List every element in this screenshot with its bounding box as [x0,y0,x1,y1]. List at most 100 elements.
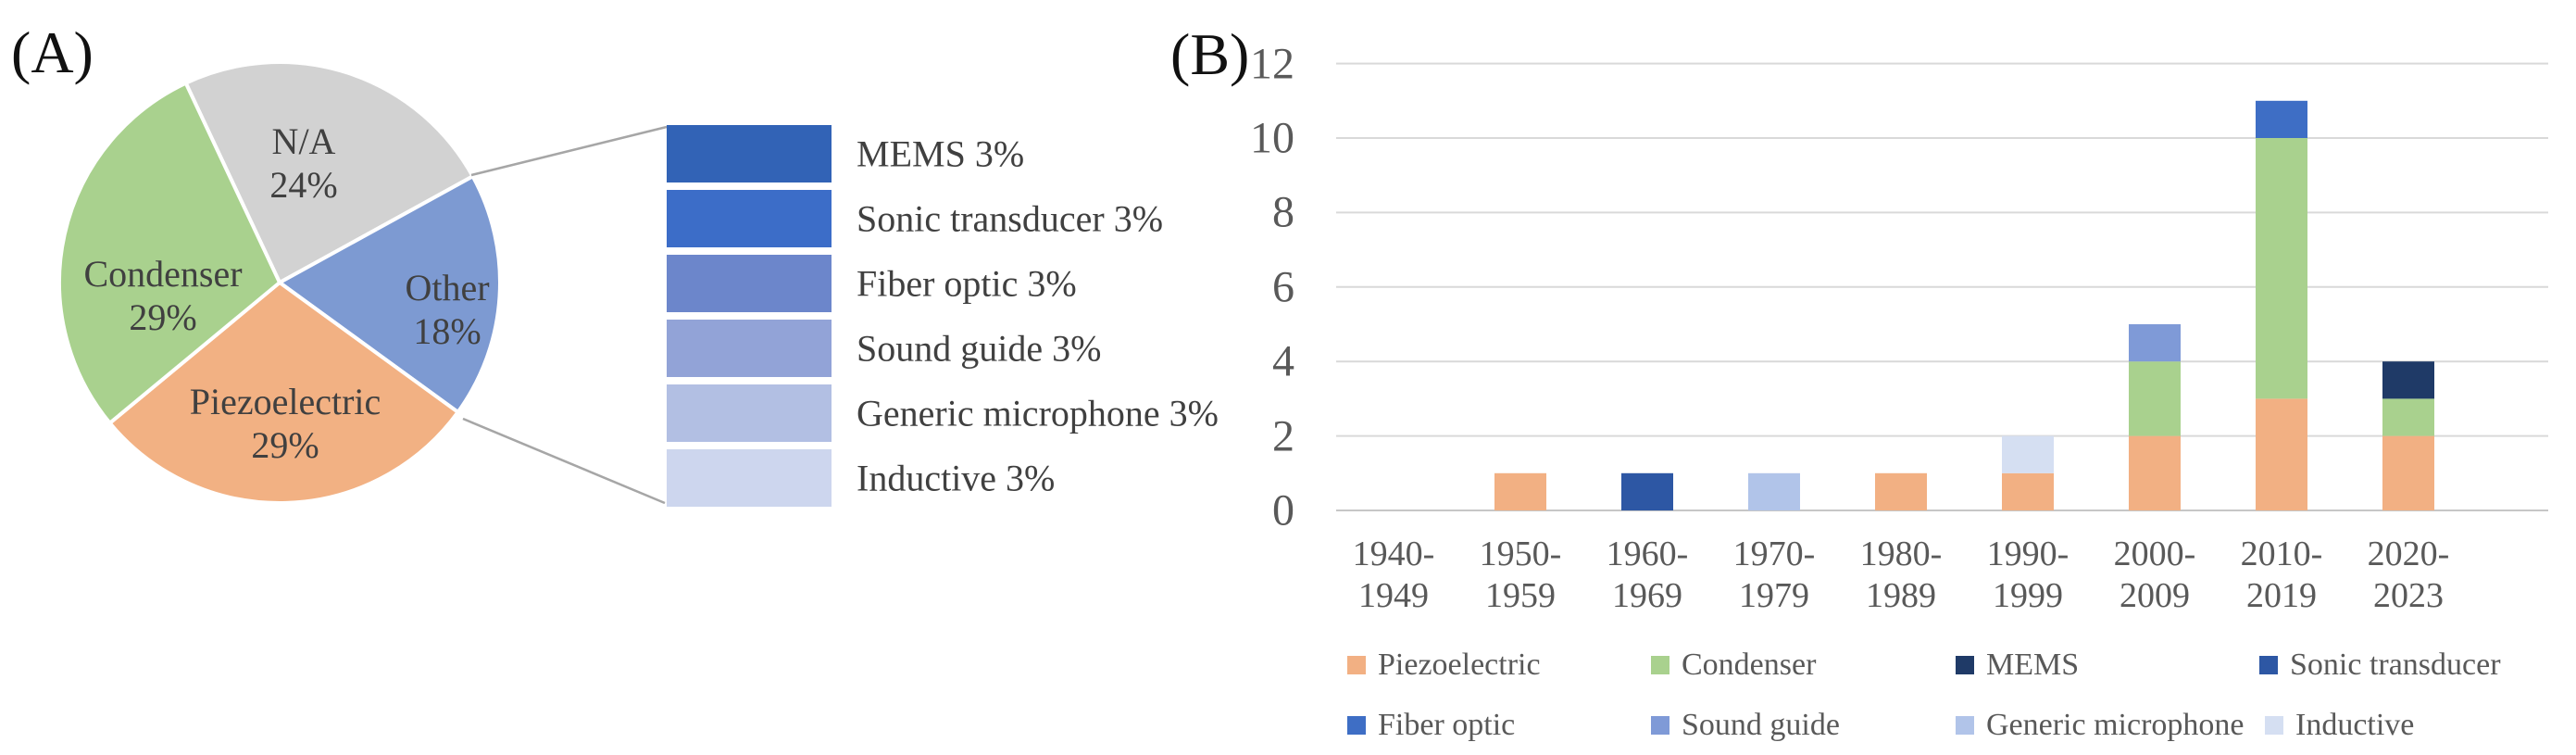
breakout-bar-sonic-transducer [667,190,832,247]
y-tick-8: 8 [1272,187,1294,237]
legend-item-sonic-transducer: Sonic transducer [2259,647,2501,684]
x-category-1980-1989: 1980- 1989 [1860,534,1943,617]
x-category-2000-2009: 2000- 2009 [2114,534,2196,617]
x-category-line2: 2023 [2373,576,2444,615]
x-category-line1: 2010- [2240,535,2323,573]
legend-label: Condenser [1682,648,1817,682]
bar-segment-2010-2019-condenser [2256,138,2307,399]
breakout-label-sonic-transducer: Sonic transducer 3% [857,197,1164,240]
x-category-line2: 1959 [1485,576,1556,615]
x-category-line1: 2020- [2367,535,2450,573]
legend-label: Generic microphone [1986,708,2245,742]
bar-segment-2010-2019-piezoelectric [2256,398,2307,510]
legend-item-inductive: Inductive [2265,707,2414,744]
legend-swatch-mems [1956,656,1974,674]
bar-segment-2000-2009-sound-guide [2129,324,2181,362]
legend-item-piezoelectric: Piezoelectric [1347,647,1541,684]
x-category-1940-1949: 1940- 1949 [1353,534,1435,617]
legend-swatch-piezoelectric [1347,656,1366,674]
pie-slice-pct: 18% [413,310,481,352]
x-category-line2: 1999 [1993,576,2063,615]
x-category-line2: 1989 [1866,576,1936,615]
legend-item-mems: MEMS [1956,647,2079,684]
pie-slice-label-condenser: Condenser 29% [83,252,242,339]
pie-slice-other [278,174,502,414]
legend-label: Piezoelectric [1378,648,1541,682]
pie-slice-label-piezoelectric: Piezoelectric 29% [190,380,381,467]
pie-slice-pct: 29% [129,296,197,338]
legend-label: Fiber optic [1378,708,1516,742]
bar-segment-1960-1969-sonic-transducer [1621,472,1673,510]
x-category-line2: 1979 [1739,576,1809,615]
y-tick-10: 10 [1250,113,1294,163]
bar-segment-1980-1989-piezoelectric [1875,472,1927,510]
x-category-line2: 2019 [2246,576,2317,615]
breakout-bar-generic-microphone [667,384,832,442]
x-category-line2: 1969 [1612,576,1682,615]
bar-segment-1990-1999-piezoelectric [2002,472,2054,510]
pie-slice-pct: 24% [269,164,338,206]
breakout-leader-line-top [470,125,668,177]
x-category-line1: 1940- [1352,535,1435,573]
breakout-label-mems: MEMS 3% [857,132,1025,175]
x-category-1990-1999: 1990- 1999 [1987,534,2070,617]
breakout-bar-sound-guide [667,320,832,377]
pie-slice-label-na: N/A 24% [269,120,337,207]
bar-segment-2020-2023-condenser [2382,398,2434,436]
bar-segment-2000-2009-piezoelectric [2129,435,2181,510]
pie-slice-name: Condenser [83,253,243,295]
legend-swatch-generic-microphone [1956,716,1974,735]
pie-slice-pct: 29% [251,424,319,466]
x-category-line1: 1950- [1479,535,1562,573]
x-category-2020-2023: 2020- 2023 [2368,534,2450,617]
breakout-bar-fiber-optic [667,255,832,312]
legend-label: Sound guide [1682,708,1840,742]
legend-label: Inductive [2295,708,2415,742]
bar-segment-1990-1999-inductive [2002,435,2054,473]
bar-segment-1950-1959-piezoelectric [1494,472,1546,510]
legend-item-sound-guide: Sound guide [1651,707,1840,744]
x-category-line1: 1970- [1732,535,1816,573]
breakout-label-inductive: Inductive 3% [857,457,1056,499]
breakout-leader-line-bottom [462,417,666,505]
breakout-bar-mems [667,125,832,182]
y-tick-6: 6 [1272,262,1294,312]
pie-slice-condenser [57,81,281,425]
x-category-line2: 1949 [1358,576,1429,615]
bar-segment-2020-2023-piezoelectric [2382,435,2434,510]
x-category-2010-2019: 2010- 2019 [2241,534,2323,617]
pie-slice-name: Other [405,267,490,308]
x-category-1960-1969: 1960- 1969 [1607,534,1689,617]
legend-label: Sonic transducer [2290,648,2501,682]
panel-b-label: (B) [1170,21,1250,87]
x-category-line1: 2000- [2113,535,2196,573]
legend-item-generic-microphone: Generic microphone [1956,707,2245,744]
pie-slice-label-other: Other 18% [405,266,489,353]
pie-slice-name: N/A [271,120,336,162]
x-category-line1: 1980- [1859,535,1943,573]
y-tick-0: 0 [1272,485,1294,535]
pie-slice-n-a [183,60,475,284]
bar-segment-2010-2019-fiber-optic [2256,100,2307,138]
breakout-label-sound-guide: Sound guide 3% [857,327,1102,370]
x-category-1970-1979: 1970- 1979 [1733,534,1816,617]
legend-swatch-condenser [1651,656,1669,674]
bar-segment-2020-2023-mems [2382,361,2434,399]
legend-item-condenser: Condenser [1651,647,1816,684]
y-tick-4: 4 [1272,336,1294,386]
legend-swatch-fiber-optic [1347,716,1366,735]
x-category-line2: 2009 [2120,576,2190,615]
x-category-line1: 1960- [1606,535,1689,573]
legend-swatch-sonic-transducer [2259,656,2278,674]
breakout-label-fiber-optic: Fiber optic 3% [857,262,1077,305]
legend-label: MEMS [1986,648,2080,682]
legend-item-fiber-optic: Fiber optic [1347,707,1515,744]
bar-segment-1970-1979-generic-microphone [1748,472,1800,510]
pie-slice-name: Piezoelectric [189,381,381,422]
breakout-bar-inductive [667,449,832,507]
legend-swatch-sound-guide [1651,716,1669,735]
y-tick-12: 12 [1250,39,1294,89]
breakout-label-generic-microphone: Generic microphone 3% [857,392,1219,434]
